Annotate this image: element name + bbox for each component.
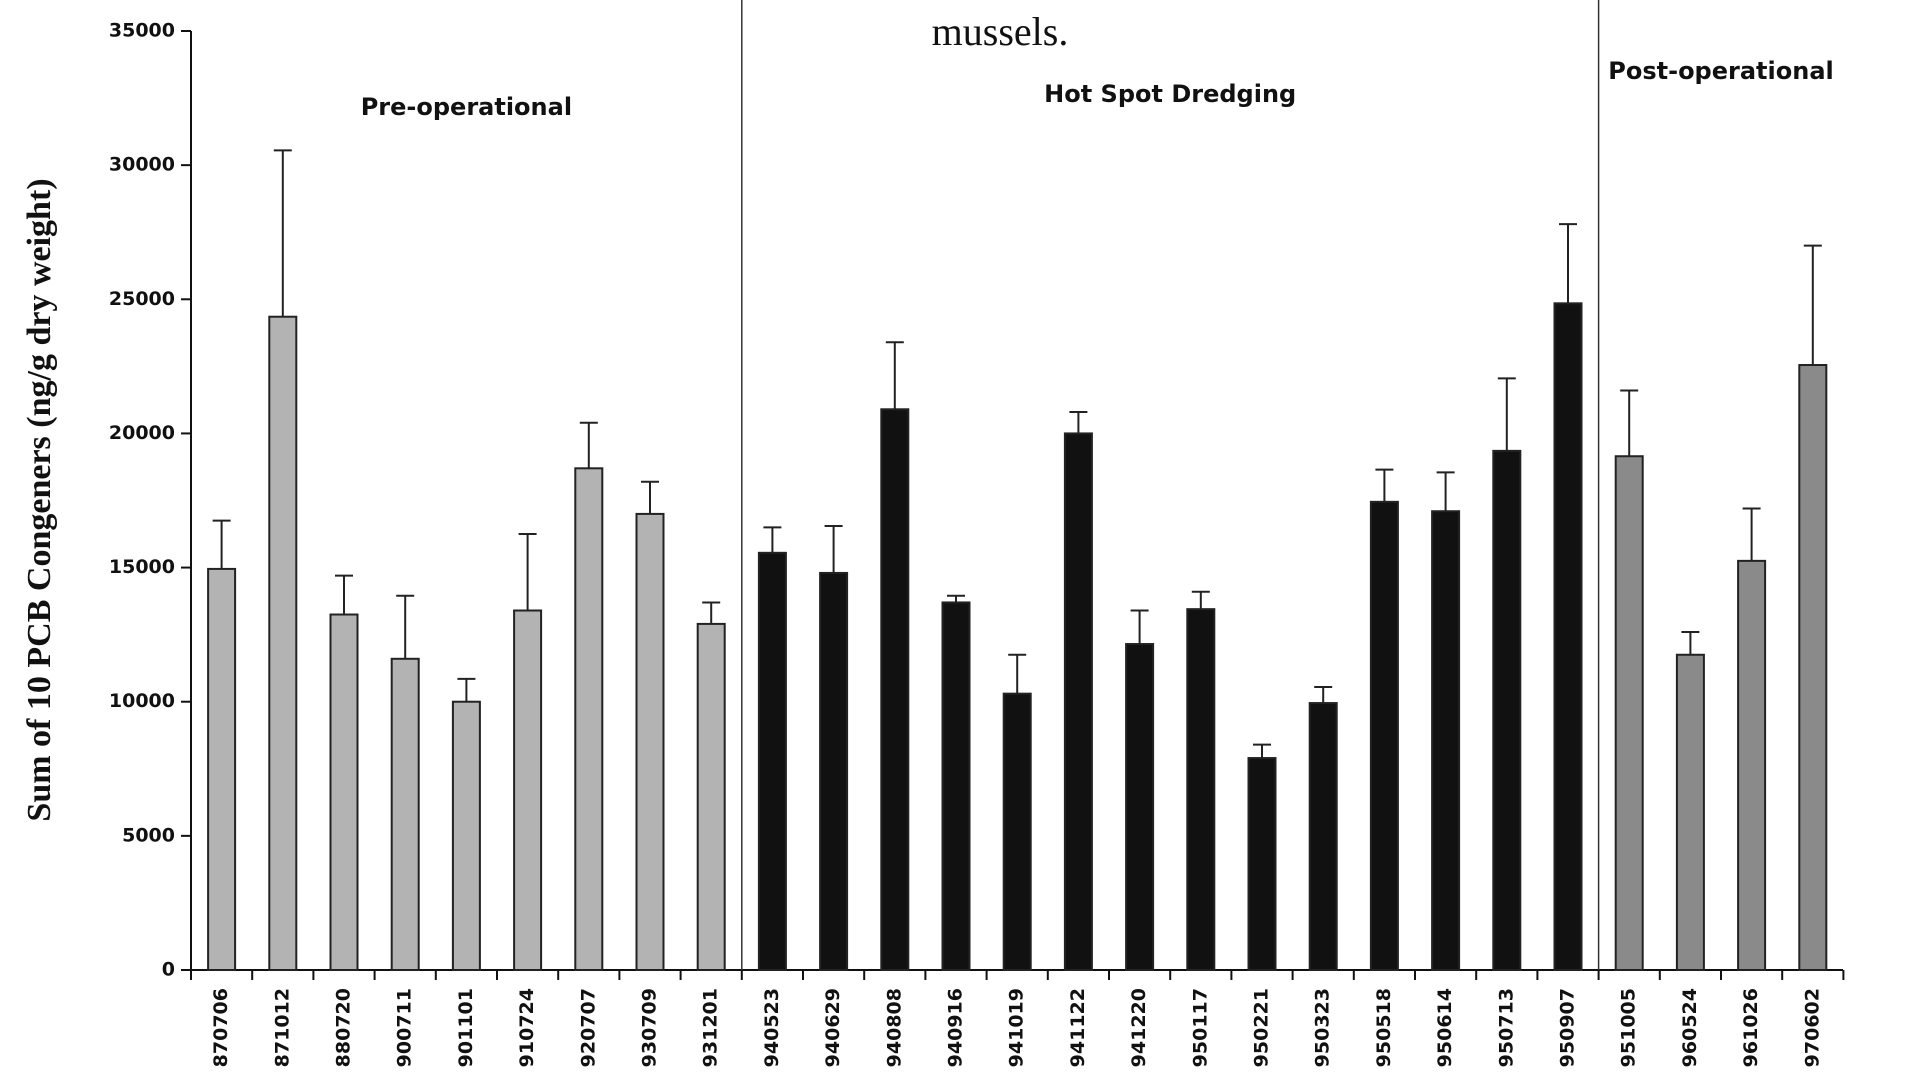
x-tick-label: 960524 [1679, 988, 1701, 1067]
x-tick-label: 950117 [1189, 988, 1211, 1067]
period-label: Hot Spot Dredging [1044, 80, 1296, 108]
bar [207, 567, 237, 971]
bar [1369, 500, 1399, 971]
bar [268, 315, 298, 971]
bar [1125, 643, 1155, 971]
bar [941, 601, 971, 971]
x-tick-label: 970602 [1801, 988, 1823, 1067]
y-tick-label: 15000 [109, 556, 175, 578]
chart-title: mussels. [932, 9, 1069, 54]
x-tick-label: 920707 [577, 988, 599, 1067]
x-tick-label: 950907 [1557, 988, 1579, 1067]
x-tick-label: 880720 [333, 988, 355, 1067]
x-tick-label: 940916 [945, 988, 967, 1067]
period-label: Pre-operational [361, 93, 572, 121]
x-tick-label: 950221 [1251, 988, 1273, 1067]
x-tick-label: 901101 [455, 988, 477, 1067]
bar [1492, 449, 1522, 972]
bar [1614, 455, 1644, 971]
bar [1247, 757, 1277, 971]
bar [1798, 364, 1828, 972]
bar [819, 571, 849, 971]
bar [880, 408, 910, 972]
bar [574, 467, 604, 971]
y-tick-label: 25000 [109, 288, 175, 310]
y-tick-label: 5000 [122, 824, 175, 846]
bar [451, 700, 481, 971]
y-tick-label: 10000 [109, 690, 175, 712]
bar [1553, 302, 1583, 971]
x-tick-label: 940808 [883, 988, 905, 1067]
bar [513, 609, 543, 971]
x-tick-label: 950614 [1434, 988, 1456, 1067]
x-tick-label: 930709 [639, 988, 661, 1067]
bar [1308, 702, 1338, 971]
bar [329, 613, 359, 971]
x-tick-label: 950518 [1373, 988, 1395, 1067]
x-tick-label: 941019 [1006, 988, 1028, 1067]
bar [390, 657, 420, 971]
y-tick-label: 30000 [109, 154, 175, 176]
bar [1063, 432, 1093, 971]
x-tick-label: 941122 [1067, 988, 1089, 1067]
y-tick-label: 35000 [109, 20, 175, 42]
y-tick-label: 0 [162, 959, 175, 981]
x-tick-label: 900711 [394, 988, 416, 1067]
bar [1737, 559, 1767, 971]
bar [1431, 510, 1461, 971]
x-tick-label: 870706 [210, 988, 232, 1067]
x-tick-label: 931201 [700, 988, 722, 1067]
x-tick-label: 961026 [1740, 988, 1762, 1067]
y-tick-label: 20000 [109, 422, 175, 444]
bar [1002, 692, 1032, 971]
x-tick-label: 950323 [1312, 988, 1334, 1067]
x-tick-label: 941220 [1128, 988, 1150, 1067]
y-axis-label: Sum of 10 PCB Congeners (ng/g dry weight… [21, 178, 58, 821]
period-label: Post-operational [1608, 57, 1833, 85]
bar [1186, 608, 1216, 971]
bar [696, 622, 726, 971]
bar [635, 512, 665, 972]
x-tick-label: 940523 [761, 988, 783, 1067]
x-tick-label: 950713 [1495, 988, 1517, 1067]
x-tick-label: 940629 [822, 988, 844, 1067]
x-tick-label: 951005 [1618, 988, 1640, 1067]
bar [757, 551, 787, 972]
bar [1675, 653, 1705, 971]
x-tick-label: 871012 [271, 988, 293, 1067]
x-tick-label: 910724 [516, 988, 538, 1067]
